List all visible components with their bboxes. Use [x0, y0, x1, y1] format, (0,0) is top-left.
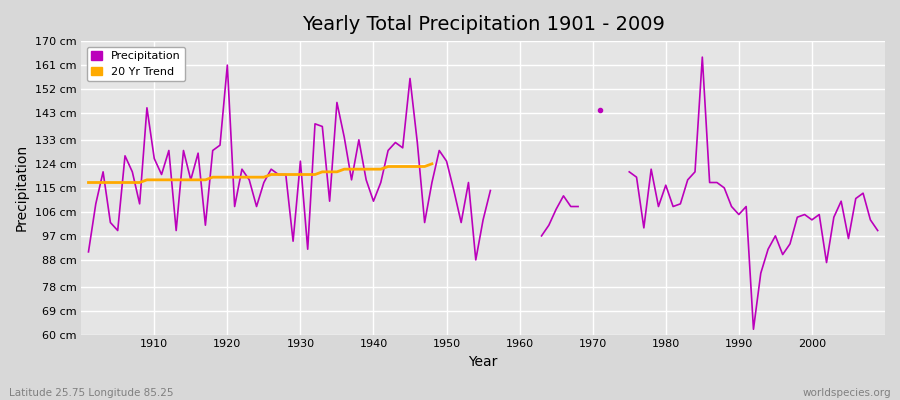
Title: Yearly Total Precipitation 1901 - 2009: Yearly Total Precipitation 1901 - 2009 — [302, 15, 664, 34]
X-axis label: Year: Year — [468, 355, 498, 369]
Text: worldspecies.org: worldspecies.org — [803, 388, 891, 398]
Y-axis label: Precipitation: Precipitation — [15, 144, 29, 232]
Legend: Precipitation, 20 Yr Trend: Precipitation, 20 Yr Trend — [86, 47, 185, 81]
Text: Latitude 25.75 Longitude 85.25: Latitude 25.75 Longitude 85.25 — [9, 388, 174, 398]
